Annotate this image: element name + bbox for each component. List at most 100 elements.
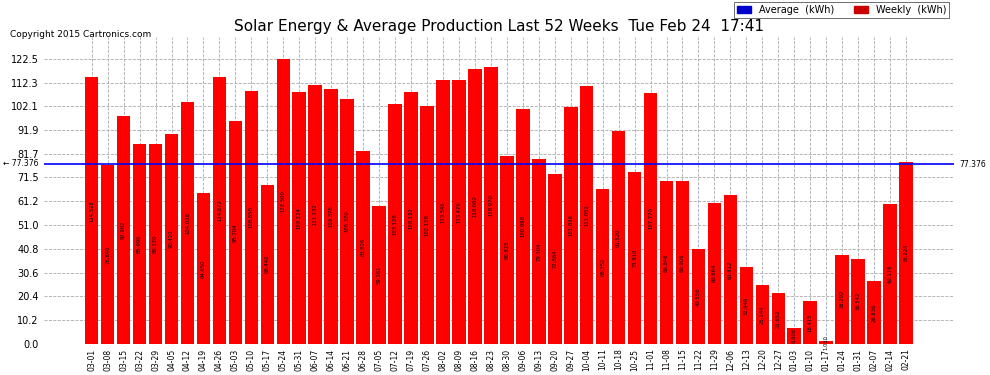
Text: 118.062: 118.062: [472, 195, 477, 217]
Bar: [197, 194, 210, 344]
Text: 113.348: 113.348: [441, 201, 446, 223]
Text: 91.520: 91.520: [616, 228, 621, 247]
Bar: [85, 78, 98, 344]
Bar: [708, 203, 721, 344]
Bar: [181, 102, 194, 344]
Text: 69.906: 69.906: [680, 253, 685, 272]
Text: 60.176: 60.176: [888, 264, 893, 283]
Text: 69.846: 69.846: [664, 253, 669, 272]
Bar: [164, 134, 178, 344]
Text: 100.998: 100.998: [521, 215, 526, 237]
Text: 109.376: 109.376: [329, 206, 334, 228]
Bar: [309, 86, 322, 344]
Bar: [341, 99, 354, 344]
Text: 21.652: 21.652: [776, 309, 781, 328]
Text: 78.224: 78.224: [904, 243, 909, 262]
Text: 118.970: 118.970: [488, 195, 493, 216]
Text: 36.542: 36.542: [855, 292, 860, 310]
Bar: [245, 91, 258, 344]
Bar: [659, 182, 673, 344]
Text: 97.902: 97.902: [121, 220, 126, 239]
Bar: [133, 144, 147, 344]
Text: 111.132: 111.132: [313, 204, 318, 225]
Text: 103.128: 103.128: [393, 213, 398, 235]
Bar: [692, 249, 705, 344]
Bar: [547, 174, 561, 344]
Bar: [117, 116, 131, 344]
Bar: [325, 90, 338, 344]
Bar: [899, 162, 913, 344]
Bar: [101, 165, 115, 344]
Bar: [292, 92, 306, 344]
Text: ← 77.376: ← 77.376: [3, 159, 39, 168]
Text: 59.261: 59.261: [376, 266, 381, 284]
Text: 105.370: 105.370: [345, 210, 349, 232]
Bar: [372, 206, 386, 344]
Text: 79.304: 79.304: [537, 242, 542, 261]
Text: 25.144: 25.144: [760, 305, 765, 324]
Bar: [437, 80, 449, 344]
Text: 108.192: 108.192: [409, 207, 414, 229]
Bar: [628, 172, 642, 344]
Bar: [771, 293, 785, 344]
Bar: [484, 67, 498, 344]
Text: Copyright 2015 Cartronics.com: Copyright 2015 Cartronics.com: [10, 30, 151, 39]
Bar: [213, 76, 226, 344]
Bar: [468, 69, 482, 344]
Bar: [148, 144, 162, 344]
Text: 83.026: 83.026: [360, 238, 365, 256]
Text: 66.352: 66.352: [600, 257, 605, 276]
Text: 40.556: 40.556: [696, 287, 701, 306]
Bar: [724, 195, 738, 344]
Text: 102.128: 102.128: [425, 214, 430, 236]
Text: 76.840: 76.840: [105, 245, 110, 264]
Text: 122.500: 122.500: [281, 190, 286, 212]
Bar: [883, 204, 897, 344]
Text: 72.864: 72.864: [552, 250, 557, 268]
Bar: [260, 184, 274, 344]
Bar: [516, 109, 530, 344]
Text: 18.415: 18.415: [808, 313, 813, 332]
Text: 38.292: 38.292: [840, 290, 844, 308]
Bar: [404, 92, 418, 344]
Bar: [596, 189, 610, 344]
Text: 104.028: 104.028: [185, 212, 190, 234]
Bar: [500, 156, 514, 344]
Text: 1.030: 1.030: [824, 335, 829, 350]
Text: 108.224: 108.224: [297, 207, 302, 229]
Text: 113.476: 113.476: [456, 201, 461, 223]
Text: 64.650: 64.650: [201, 260, 206, 278]
Text: 114.872: 114.872: [217, 199, 222, 221]
Bar: [755, 285, 769, 344]
Text: 95.704: 95.704: [233, 223, 238, 242]
Bar: [564, 107, 577, 344]
Text: 108.850: 108.850: [248, 206, 253, 228]
Bar: [787, 328, 801, 344]
Bar: [820, 341, 833, 344]
Text: 114.528: 114.528: [89, 200, 94, 222]
Bar: [676, 181, 689, 344]
Legend: Average  (kWh), Weekly  (kWh): Average (kWh), Weekly (kWh): [734, 2, 949, 18]
Text: 86.120: 86.120: [153, 234, 158, 253]
Bar: [229, 121, 243, 344]
Text: 85.996: 85.996: [137, 234, 143, 253]
Text: 111.052: 111.052: [584, 204, 589, 226]
Text: 80.825: 80.825: [504, 240, 509, 259]
Bar: [644, 93, 657, 344]
Text: 60.664: 60.664: [712, 264, 717, 282]
Bar: [740, 267, 753, 344]
Bar: [580, 86, 593, 344]
Bar: [532, 159, 545, 344]
Text: 32.946: 32.946: [743, 296, 748, 315]
Bar: [851, 259, 865, 344]
Bar: [804, 301, 817, 344]
Text: 68.440: 68.440: [265, 255, 270, 273]
Bar: [420, 106, 434, 344]
Text: 63.812: 63.812: [728, 260, 733, 279]
Bar: [836, 255, 849, 344]
Text: 101.896: 101.896: [568, 214, 573, 236]
Bar: [388, 104, 402, 344]
Text: 6.808: 6.808: [792, 328, 797, 344]
Text: 90.420: 90.420: [169, 230, 174, 248]
Bar: [867, 281, 881, 344]
